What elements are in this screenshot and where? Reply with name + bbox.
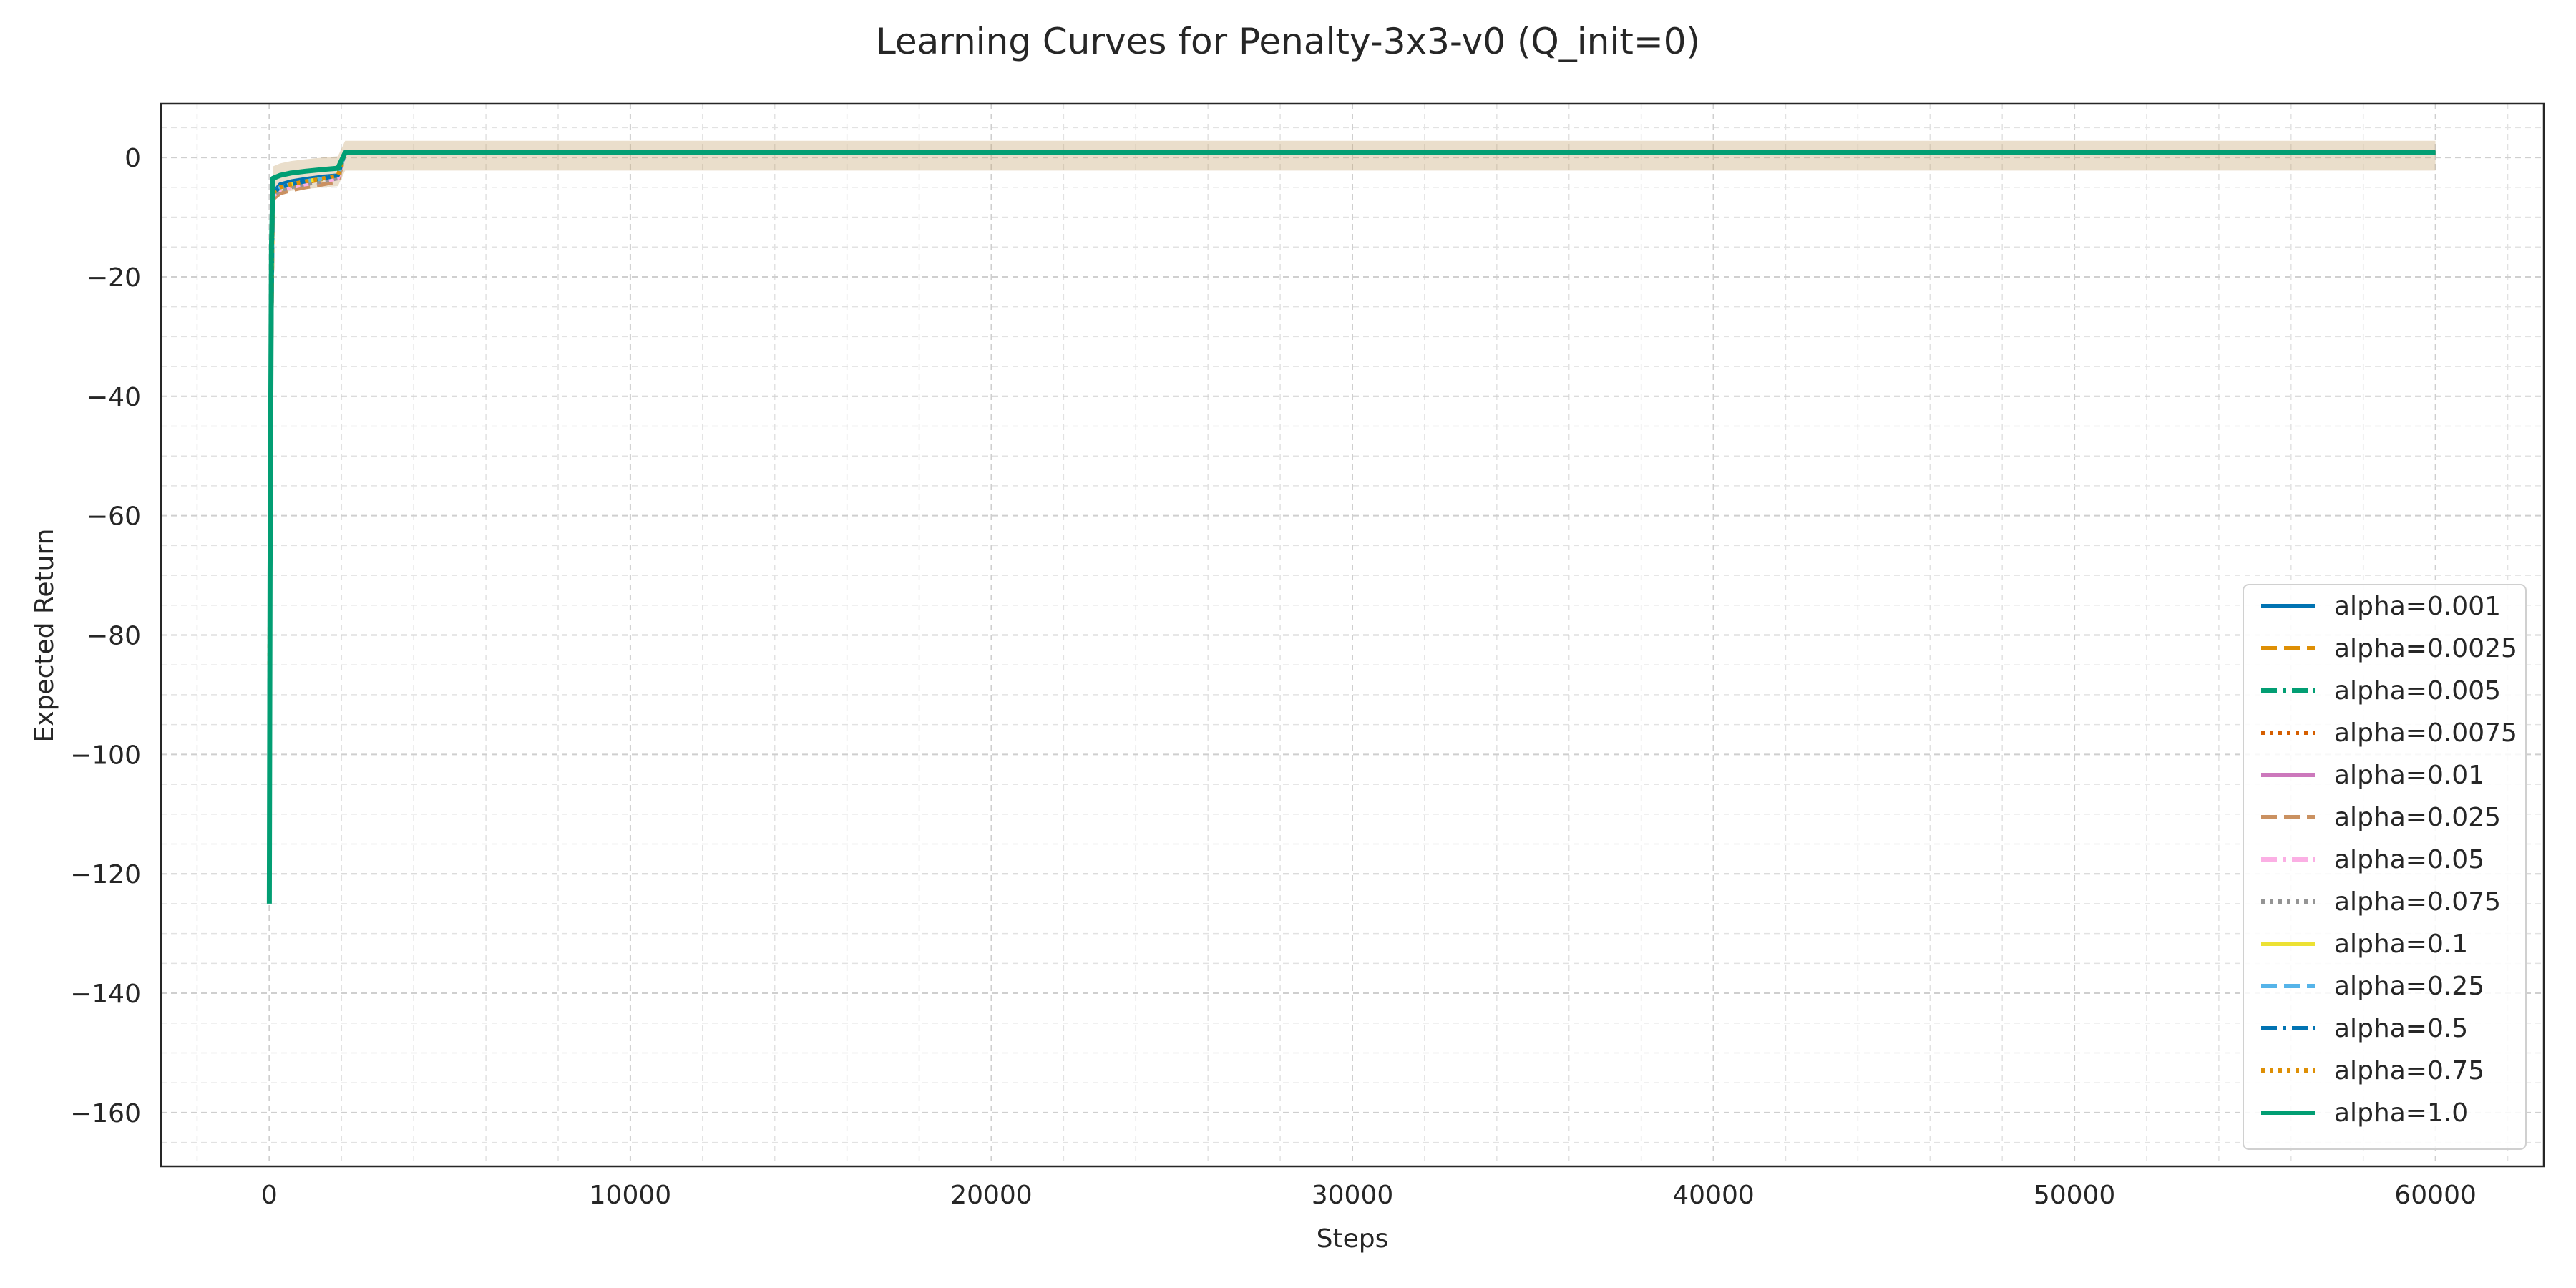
y-tick-label: −140 <box>70 980 141 1009</box>
legend-box <box>2243 584 2527 1150</box>
series-lines <box>266 140 2436 922</box>
legend-label: alpha=0.25 <box>2334 972 2484 1001</box>
legend-label: alpha=0.025 <box>2334 803 2501 832</box>
legend-label: alpha=1.0 <box>2334 1098 2468 1128</box>
legend-label: alpha=0.005 <box>2334 676 2501 706</box>
plot-frame <box>160 102 2545 1168</box>
tick-labels: 0 10000 20000 30000 40000 50000 60000 0 −20 −40 −6… <box>70 144 2477 1210</box>
x-tick-label: 20000 <box>950 1181 1033 1210</box>
y-tick-label: −60 <box>87 502 141 532</box>
x-tick-label: 60000 <box>2394 1181 2477 1210</box>
legend-label: alpha=0.5 <box>2334 1014 2468 1043</box>
x-axis-label: Steps <box>1317 1224 1389 1254</box>
legend-label: alpha=0.001 <box>2334 592 2501 621</box>
legend-label: alpha=0.05 <box>2334 845 2484 874</box>
x-tick-label: 30000 <box>1312 1181 1394 1210</box>
series-layer <box>266 140 2436 922</box>
legend: alpha=0.001 alpha=0.0025 alpha=0.005 alpha=… <box>2243 584 2527 1150</box>
x-tick-label: 50000 <box>2034 1181 2116 1210</box>
y-tick-label: −40 <box>87 383 141 412</box>
legend-label: alpha=0.1 <box>2334 930 2468 959</box>
x-tick-label: 10000 <box>590 1181 672 1210</box>
y-tick-label: −20 <box>87 263 141 293</box>
legend-label: alpha=0.0025 <box>2334 634 2517 663</box>
legend-label: alpha=0.01 <box>2334 761 2484 790</box>
legend-label: alpha=0.75 <box>2334 1056 2484 1085</box>
y-tick-label: −100 <box>70 741 141 770</box>
legend-label: alpha=0.0075 <box>2334 718 2517 748</box>
x-tick-label: 0 <box>261 1181 278 1210</box>
y-tick-label: −80 <box>87 622 141 651</box>
chart-title: Learning Curves for Penalty-3x3-v0 (Q_in… <box>876 21 1700 62</box>
legend-label: alpha=0.075 <box>2334 887 2501 917</box>
y-tick-label: −120 <box>70 860 141 889</box>
x-tick-label: 40000 <box>1672 1181 1755 1210</box>
y-tick-label: 0 <box>125 144 141 173</box>
grid <box>161 104 2544 1166</box>
y-tick-label: −160 <box>70 1099 141 1128</box>
y-axis-label: Expected Return <box>30 529 59 743</box>
series-line <box>266 150 2436 904</box>
